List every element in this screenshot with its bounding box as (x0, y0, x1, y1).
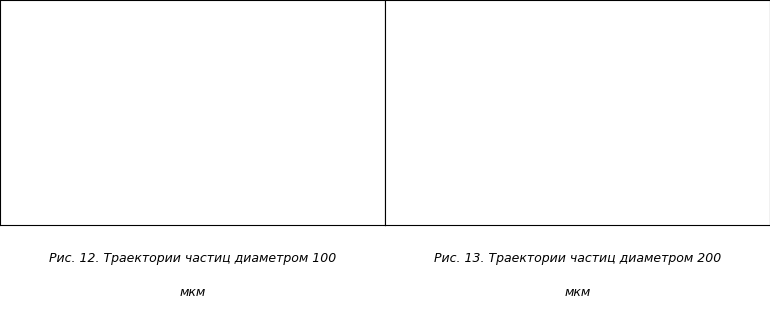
Text: Рис. 12. Траектории частиц диаметром 100: Рис. 12. Траектории частиц диаметром 100 (49, 252, 336, 265)
Text: мкм: мкм (564, 286, 591, 299)
Text: мкм: мкм (179, 286, 206, 299)
Text: Рис. 13. Траектории частиц диаметром 200: Рис. 13. Траектории частиц диаметром 200 (434, 252, 721, 265)
